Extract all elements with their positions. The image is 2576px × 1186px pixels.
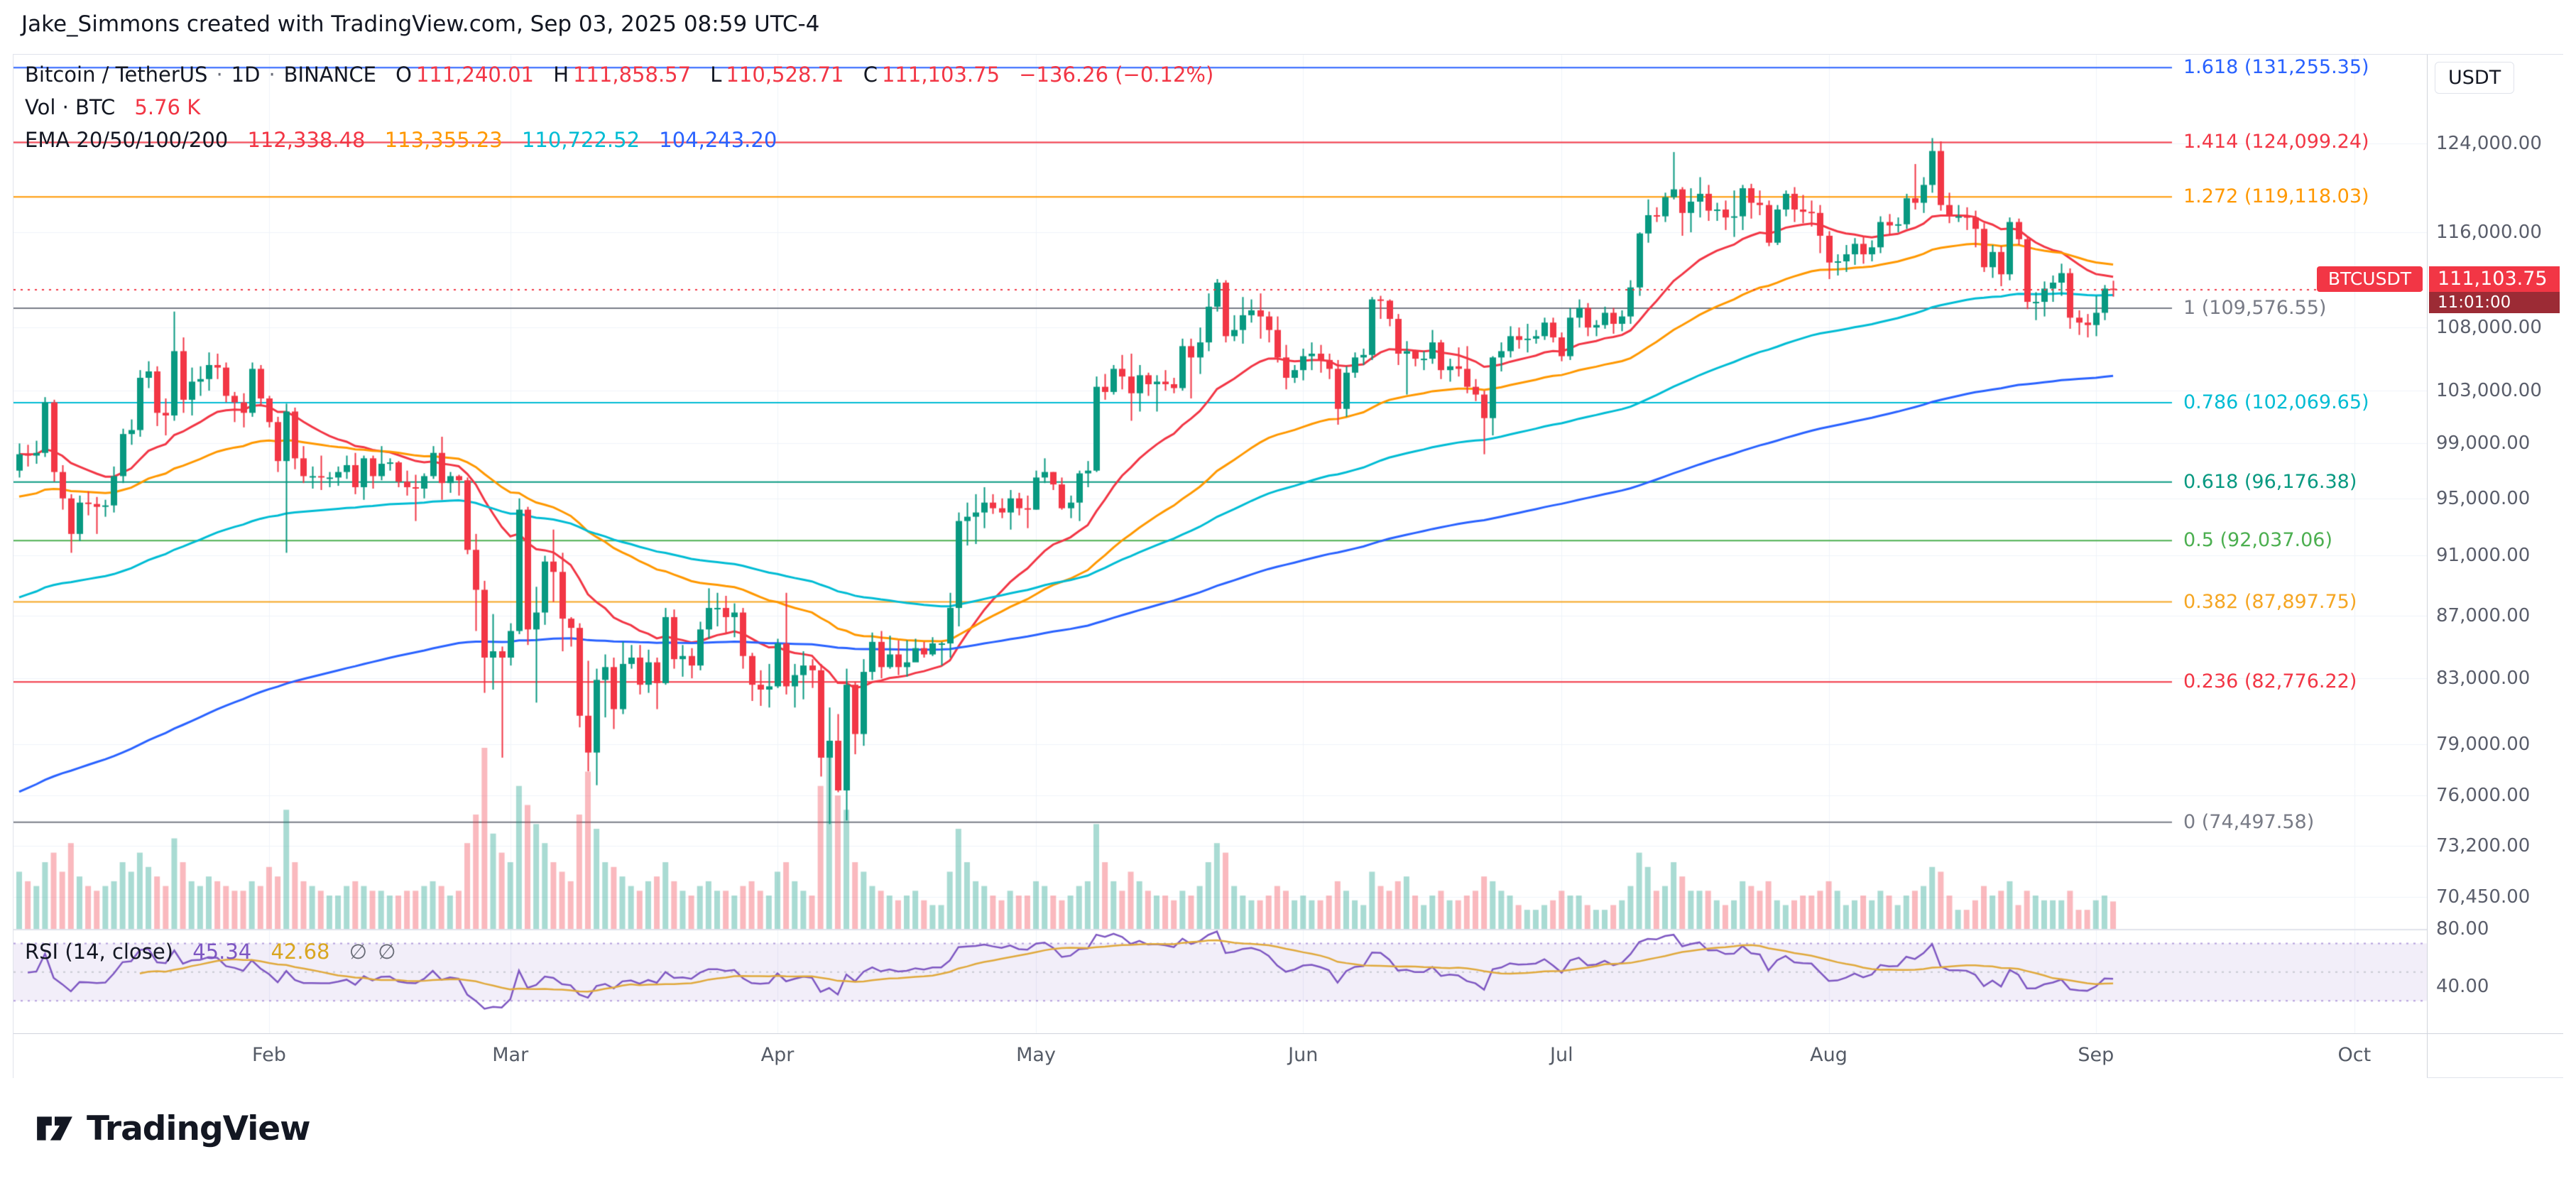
- ema50-value: 113,355.23: [384, 128, 503, 152]
- fib-level-label[interactable]: 0.382 (87,897.75): [2183, 590, 2357, 613]
- low-value: 110,528.71: [726, 62, 844, 87]
- price-axis-label: 124,000.00: [2436, 133, 2542, 154]
- interval-label: 1D: [231, 62, 261, 87]
- price-axis-label: 103,000.00: [2436, 380, 2542, 402]
- attribution-text: Jake_Simmons created with TradingView.co…: [21, 11, 820, 37]
- chart-canvas[interactable]: [13, 55, 2427, 1033]
- time-axis-label: Apr: [760, 1044, 795, 1066]
- time-axis-label: Jun: [1288, 1044, 1319, 1066]
- close-value: 111,103.75: [881, 62, 1000, 87]
- chart-widget: 1.618 (131,255.35) 1.414 (124,099.24) 1.27…: [13, 54, 2564, 1078]
- fib-level-label[interactable]: 1.414 (124,099.24): [2183, 131, 2369, 153]
- price-axis-label: 76,000.00: [2436, 785, 2531, 807]
- price-axis-label: 95,000.00: [2436, 487, 2531, 509]
- legend-separator: ·: [268, 62, 275, 87]
- rsi-value: 45.34: [192, 940, 252, 964]
- price-axis-label: 87,000.00: [2436, 604, 2531, 626]
- fib-level-label[interactable]: 0.618 (96,176.38): [2183, 470, 2357, 493]
- rsi-ma-value: 42.68: [271, 940, 330, 964]
- volume-label: Vol · BTC: [25, 95, 116, 119]
- volume-value: 5.76 K: [134, 95, 201, 119]
- volume-legend-row[interactable]: Vol · BTC 5.76 K: [25, 93, 200, 121]
- price-axis-label: 79,000.00: [2436, 733, 2531, 755]
- axis-corner: [2427, 1033, 2563, 1077]
- time-axis-label: Sep: [2078, 1044, 2114, 1066]
- fib-level-label[interactable]: 0 (74,497.58): [2183, 810, 2315, 833]
- ema200-value: 104,243.20: [659, 128, 777, 152]
- ema-legend-row[interactable]: EMA 20/50/100/200 112,338.48 113,355.23 …: [25, 126, 777, 154]
- ema100-value: 110,722.52: [521, 128, 640, 152]
- fib-level-label[interactable]: 0.236 (82,776.22): [2183, 670, 2357, 693]
- fib-level-label[interactable]: 1.618 (131,255.35): [2183, 56, 2369, 79]
- low-label: L: [710, 62, 722, 87]
- price-axis-label: 108,000.00: [2436, 317, 2542, 339]
- price-axis-label: 91,000.00: [2436, 545, 2531, 567]
- price-axis-label: 73,200.00: [2436, 834, 2531, 856]
- rsi-legend-row[interactable]: RSI (14, close) 45.34 42.68 ∅ ∅: [25, 937, 395, 966]
- close-label: C: [863, 62, 878, 87]
- ema-label: EMA 20/50/100/200: [25, 128, 229, 152]
- fib-level-label[interactable]: 1.272 (119,118.03): [2183, 185, 2369, 208]
- fib-level-label[interactable]: 1 (109,576.55): [2183, 296, 2327, 319]
- time-axis-label: Aug: [1810, 1044, 1848, 1066]
- rsi-axis-label: 40.00: [2436, 976, 2489, 997]
- change-value: −136.26 (−0.12%): [1019, 62, 1214, 87]
- rsi-label: RSI (14, close): [25, 940, 173, 964]
- price-axis-label: 99,000.00: [2436, 432, 2531, 455]
- time-axis-label: Oct: [2337, 1044, 2372, 1066]
- price-badge[interactable]: 111,103.75 11:01:00: [2429, 266, 2560, 314]
- time-axis-label: Jul: [1550, 1044, 1573, 1066]
- time-axis-label: Mar: [492, 1044, 529, 1066]
- tradingview-logo-text: TradingView: [87, 1109, 311, 1148]
- price-axis[interactable]: USDT 111,103.75 11:01:00 124,000.00 116,0…: [2427, 55, 2564, 1033]
- rsi-axis-label: 80.00: [2436, 918, 2489, 940]
- rsi-hidden-icon: ∅: [378, 940, 396, 964]
- symbol-tag[interactable]: BTCUSDT: [2316, 266, 2423, 293]
- footer-logo[interactable]: TradingView: [34, 1108, 311, 1149]
- fib-level-label[interactable]: 0.786 (102,069.65): [2183, 391, 2369, 414]
- high-value: 111,858.57: [573, 62, 692, 87]
- ema20-value: 112,338.48: [247, 128, 366, 152]
- time-axis[interactable]: Feb Mar Apr May Jun Jul Aug Sep Oct: [13, 1033, 2427, 1078]
- time-axis-label: May: [1016, 1044, 1056, 1066]
- open-label: O: [395, 62, 412, 87]
- currency-label[interactable]: USDT: [2435, 62, 2515, 94]
- symbol-title: Bitcoin / TetherUS: [25, 62, 208, 87]
- badge-price: 111,103.75: [2429, 266, 2560, 293]
- symbol-tag-text: BTCUSDT: [2327, 268, 2411, 290]
- pane-separator[interactable]: [13, 924, 2427, 934]
- time-axis-label: Feb: [252, 1044, 286, 1066]
- exchange-label: BINANCE: [283, 62, 376, 87]
- price-axis-label: 70,450.00: [2436, 886, 2531, 908]
- price-axis-label: 83,000.00: [2436, 668, 2531, 690]
- price-axis-label: 116,000.00: [2436, 222, 2542, 244]
- legend-separator: ·: [216, 62, 223, 87]
- rsi-hidden-icon: ∅: [349, 940, 367, 964]
- tradingview-logo-icon: [37, 1116, 72, 1141]
- open-value: 111,240.01: [415, 62, 534, 87]
- chart-area: 1.618 (131,255.35) 1.414 (124,099.24) 1.27…: [13, 55, 2427, 1033]
- symbol-legend-row[interactable]: Bitcoin / TetherUS · 1D · BINANCE O 111,240.0…: [25, 60, 1213, 89]
- high-label: H: [553, 62, 569, 87]
- fib-level-label[interactable]: 0.5 (92,037.06): [2183, 529, 2333, 552]
- badge-countdown: 11:01:00: [2429, 292, 2560, 314]
